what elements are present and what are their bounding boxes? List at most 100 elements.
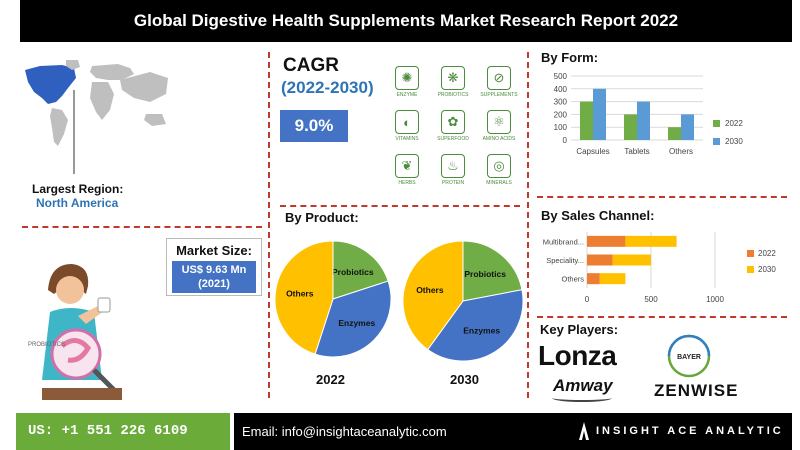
divider-left-h: [22, 226, 262, 228]
amino-acids-icon: ⚛: [487, 110, 511, 134]
world-map: [25, 60, 168, 174]
y-tick-label: 300: [554, 98, 568, 107]
bar-2030-capsules: [593, 88, 606, 140]
bar-2030-tablets: [637, 101, 650, 140]
bar-2022-1: [587, 235, 626, 247]
form-icon-label: HERBS: [398, 180, 416, 186]
largest-region-value: North America: [36, 196, 119, 210]
minerals-icon: ◎: [487, 154, 511, 178]
market-size-year: (2021): [198, 278, 230, 290]
form-icon-label: SUPERFOOD: [437, 136, 469, 142]
legend-label-2030: 2030: [758, 265, 776, 274]
legend-swatch-2022: [747, 250, 754, 257]
form-icon-cell: ♨ PROTEIN: [430, 154, 476, 198]
pie-slice-label: Probiotics: [464, 269, 506, 279]
pie-slice-others: [402, 240, 464, 351]
market-size-box: Market Size: US$ 9.63 Mn (2021): [166, 238, 262, 296]
bar-2022-capsules: [580, 101, 593, 140]
cagr-years: (2022-2030): [281, 78, 374, 97]
y-tick-label: Multibrand...: [543, 237, 584, 246]
by-sales-channel-title: By Sales Channel:: [541, 208, 655, 223]
form-icon-label: VITAMINS: [395, 136, 419, 142]
brand-logo-icon: [579, 422, 589, 440]
divider-mid-h: [280, 205, 520, 207]
probiotics-label: PROBIOTICS: [28, 342, 65, 348]
report-title: Global Digestive Health Supplements Mark…: [20, 0, 792, 42]
pie-slice-label: Enzymes: [338, 318, 375, 328]
cagr-title: CAGR: [283, 55, 339, 76]
footer-bar: Email: info@insightaceanalytic.com INSIG…: [234, 413, 792, 450]
y-tick-label: 0: [563, 136, 568, 145]
bar-2030-2: [612, 254, 651, 266]
pie-slice-label: Probiotics: [332, 267, 374, 277]
x-tick-label: 0: [585, 295, 590, 304]
x-tick-label: Capsules: [576, 147, 609, 156]
market-size-label: Market Size:: [176, 243, 252, 258]
pie-slice-enzymes: [314, 280, 392, 358]
by-sales-channel-chart: 0 500 1000 Multibrand... Speciality... Others…: [543, 232, 776, 304]
y-tick-label: 400: [554, 85, 568, 94]
cagr-value: 9.0%: [280, 110, 348, 142]
x-tick-label: 1000: [706, 295, 724, 304]
market-size-value: US$ 9.63 Mn (2021): [172, 261, 256, 293]
form-icon-cell: ⊘ SUPPLEMENTS: [476, 66, 522, 110]
zenwise-logo: ZENWISE: [654, 381, 739, 400]
bar-2030-3: [599, 273, 626, 285]
x-tick-label: Others: [669, 147, 693, 156]
form-icon-cell: ✿ SUPERFOOD: [430, 110, 476, 154]
pie-chart-2030: Probiotics Enzymes Others: [402, 240, 524, 362]
form-icon-label: ENZYME: [396, 92, 418, 98]
form-icon-label: MINERALS: [486, 180, 512, 186]
x-tick-label: 500: [644, 295, 658, 304]
superfood-icon: ✿: [441, 110, 465, 134]
pie-slice-enzymes: [427, 289, 524, 362]
pie-year-label-2030: 2030: [450, 372, 479, 387]
form-icon-label: SUPPLEMENTS: [480, 92, 518, 98]
form-icon-cell: ❦ HERBS: [384, 154, 430, 198]
lonza-logo: Lonza: [538, 340, 617, 371]
divider-right: [527, 52, 529, 398]
bar-2030-1: [625, 235, 677, 247]
pie-year-label-2022: 2022: [316, 372, 345, 387]
legend-label-2022: 2022: [758, 249, 776, 258]
person-illustration: PROBIOTICS: [28, 264, 122, 400]
legend-label-2030: 2030: [725, 137, 743, 146]
form-icon-cell: ❋ PROBIOTICS: [430, 66, 476, 110]
legend-swatch-2030: [713, 138, 720, 145]
form-icon-label: PROBIOTICS: [437, 92, 469, 98]
protein-icon: ♨: [441, 154, 465, 178]
supplements-icon: ⊘: [487, 66, 511, 90]
y-tick-label: 500: [554, 72, 568, 81]
form-icon-cell: ✺ ENZYME: [384, 66, 430, 110]
bayer-logo: BAYER: [667, 334, 711, 378]
key-players-title: Key Players:: [540, 322, 619, 337]
footer-email[interactable]: Email: info@insightaceanalytic.com: [242, 424, 447, 439]
legend-swatch-2022: [713, 120, 720, 127]
by-form-chart: 0 100 200 300 400 500 Capsules Tablets Others 202…: [554, 72, 744, 156]
form-icon-label: AMINO ACIDS: [482, 136, 516, 142]
legend-label-2022: 2022: [725, 119, 743, 128]
divider-left: [268, 52, 270, 398]
by-product-title: By Product:: [285, 210, 359, 225]
divider-right-h1: [537, 196, 787, 198]
bar-2030-others: [681, 114, 694, 140]
pie-slice-probiotics: [332, 240, 389, 300]
bar-2022-others: [668, 127, 681, 140]
pie-slice-label: Others: [416, 285, 444, 295]
y-tick-label: Others: [561, 275, 584, 284]
by-form-title: By Form:: [541, 50, 599, 65]
x-tick-label: Tablets: [624, 147, 649, 156]
pie-slice-label: Enzymes: [463, 325, 500, 335]
largest-region-label: Largest Region:: [32, 182, 124, 196]
pie-slice-probiotics: [462, 240, 523, 302]
amway-logo: Amway: [553, 376, 613, 395]
footer-phone: US: +1 551 226 6109: [16, 413, 230, 450]
bar-2022-3: [587, 273, 600, 285]
enzyme-icon: ✺: [395, 66, 419, 90]
form-icon-cell: ◎ MINERALS: [476, 154, 522, 198]
y-tick-label: 100: [554, 123, 568, 132]
form-icon-grid: ✺ ENZYME ❋ PROBIOTICS ⊘ SUPPLEMENTS ◐ VI…: [384, 66, 524, 198]
footer-brand: INSIGHT ACE ANALYTIC: [596, 425, 784, 437]
bar-2022-tablets: [624, 114, 637, 140]
bar-2022-2: [587, 254, 613, 266]
